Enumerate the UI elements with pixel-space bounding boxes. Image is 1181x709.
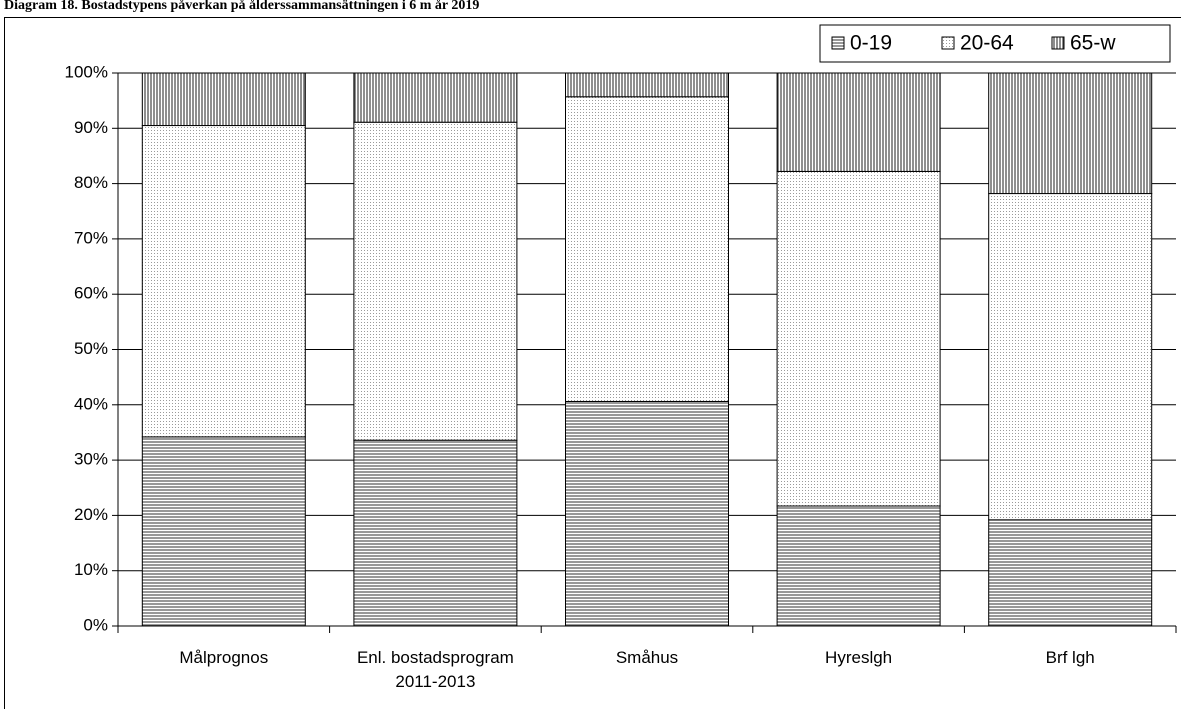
x-tick-label: Målprognos <box>179 648 269 667</box>
y-tick-label: 50% <box>74 339 108 358</box>
y-tick-label: 70% <box>74 228 108 247</box>
legend-box <box>819 24 1171 63</box>
bar-segment <box>565 72 729 98</box>
bar-segment <box>565 400 729 627</box>
y-tick-label: 80% <box>74 173 108 192</box>
bar-segment <box>141 125 306 438</box>
bar-segment <box>141 72 306 127</box>
x-tick-label: Brf lgh <box>1045 648 1095 667</box>
bar-segment <box>776 170 941 507</box>
legend-label: 0-19 <box>850 32 892 55</box>
y-tick-label: 0% <box>83 615 108 634</box>
bar-segment <box>988 72 1153 195</box>
bar-segment <box>353 121 518 441</box>
chart-title: Diagram 18. Bostadstypens påverkan på ål… <box>4 0 479 13</box>
bar-segment <box>353 439 518 627</box>
legend-swatch <box>831 36 845 50</box>
y-tick-label: 90% <box>74 118 108 137</box>
y-tick-label: 30% <box>74 450 108 469</box>
bar-segment <box>988 519 1153 627</box>
y-tick-label: 20% <box>74 505 108 524</box>
legend-swatch <box>941 36 955 50</box>
x-tick-label: Hyreslgh <box>825 648 893 667</box>
frame <box>4 17 1181 709</box>
bar-segment <box>141 436 306 627</box>
bar-segment <box>565 96 729 402</box>
legend-label: 20-64 <box>960 32 1014 55</box>
bar-segment <box>776 505 941 627</box>
y-tick-label: 100% <box>65 62 108 81</box>
x-tick-label: Enl. bostadsprogram 2011-2013 <box>356 648 514 691</box>
bar-segment <box>776 72 941 172</box>
bar-segment <box>988 193 1153 521</box>
y-tick-label: 60% <box>74 284 108 303</box>
y-tick-label: 40% <box>74 394 108 413</box>
x-tick-label: Småhus <box>615 648 679 667</box>
y-tick-label: 10% <box>74 560 108 579</box>
bar-segment <box>353 72 518 123</box>
legend-label: 65-w <box>1070 32 1116 55</box>
legend-swatch <box>1051 36 1065 50</box>
